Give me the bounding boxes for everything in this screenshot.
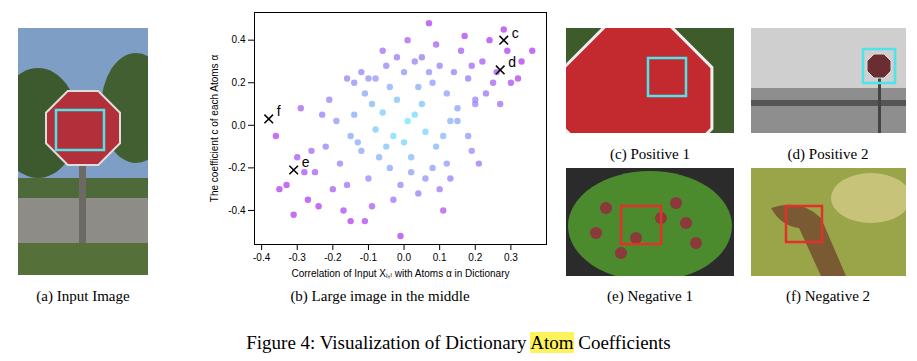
svg-text:Correlation of Input Xᵢ,ₗ with: Correlation of Input Xᵢ,ₗ with Atoms α i… [292,268,510,279]
svg-text:-0.2: -0.2 [324,252,342,263]
html-text:Figure 4: Visualization of Dic: Figure 4: Visualization of Dictionary At… [246,332,671,353]
svg-text:-0.2: -0.2 [228,162,246,173]
html-text:(f) Negative 2: (f) Negative 2 [785,288,871,304]
svg-text:-0.3: -0.3 [289,252,307,263]
svg-text:c: c [512,25,519,41]
svg-text:-0.1: -0.1 [360,252,378,263]
svg-text:The coefficient c of each Atom: The coefficient c of each Atoms α [209,55,220,203]
html-text:(b) Large image in the middle: (b) Large image in the middle [290,288,470,304]
svg-text:0.1: 0.1 [433,252,447,263]
svg-text:0.2: 0.2 [232,77,246,88]
html-text:(c) Positive 1: (c) Positive 1 [610,146,690,162]
svg-text:-0.4: -0.4 [228,205,246,216]
svg-text:0.3: 0.3 [504,252,518,263]
html-text:(d) Positive 2: (d) Positive 2 [787,146,869,162]
html-text:(e) Negative 1: (e) Negative 1 [607,288,693,304]
svg-text:d: d [508,54,516,70]
svg-text:0.4: 0.4 [232,34,246,45]
svg-text:0.0: 0.0 [397,252,411,263]
svg-text:0.2: 0.2 [468,252,482,263]
svg-text:-0.4: -0.4 [253,252,271,263]
html-text:(a) Input Image: (a) Input Image [36,288,130,304]
svg-text:f: f [277,103,281,119]
svg-text:0.0: 0.0 [232,120,246,131]
svg-text:e: e [302,154,310,170]
